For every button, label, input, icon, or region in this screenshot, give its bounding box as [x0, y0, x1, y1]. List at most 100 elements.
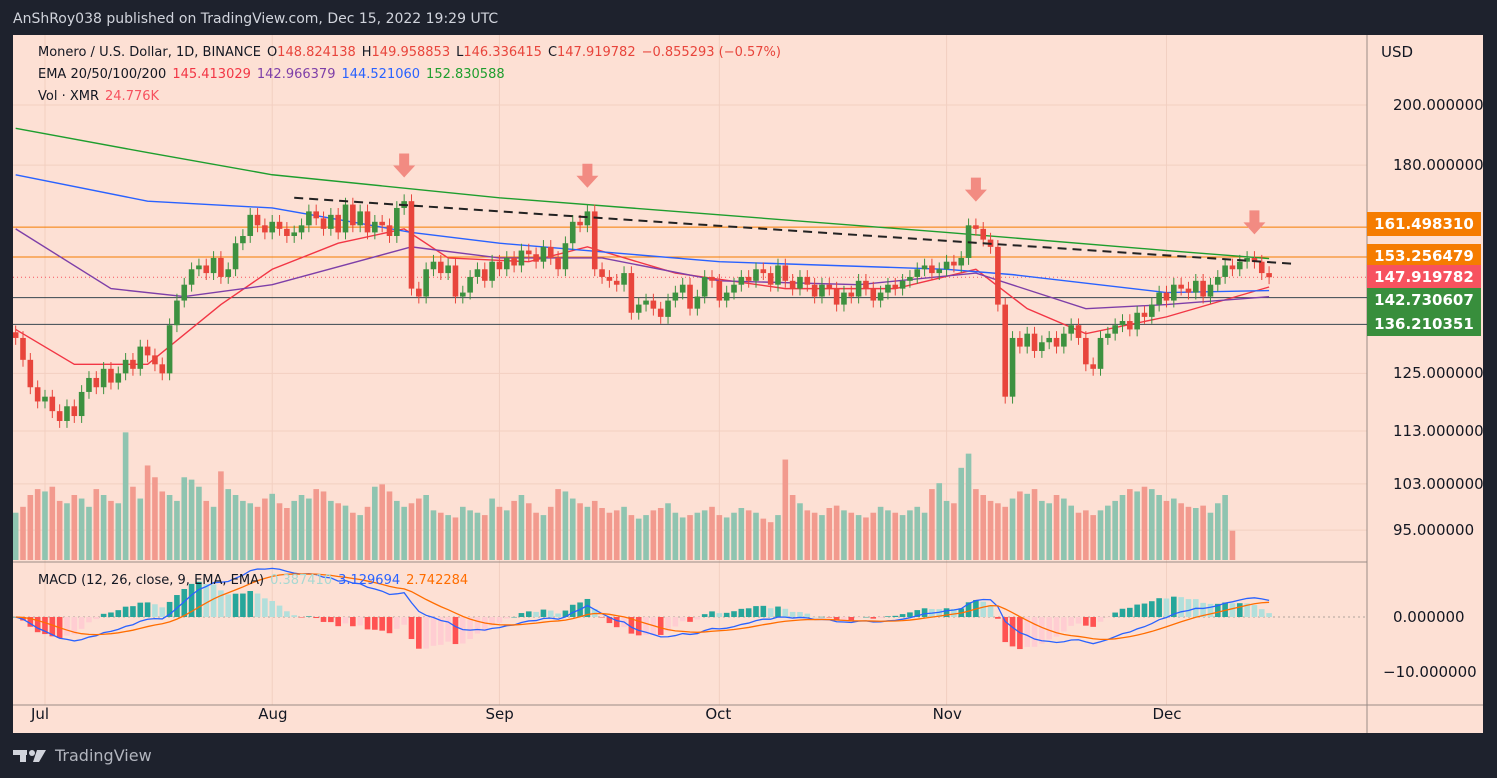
macd-signal-value: 2.742284: [406, 573, 469, 588]
candle: [130, 359, 136, 369]
macd-histogram-bar: [335, 617, 341, 627]
volume-bar: [262, 498, 268, 560]
volume-bar: [1192, 508, 1199, 560]
volume-bar: [870, 512, 877, 560]
volume-bar: [973, 489, 979, 560]
macd-histogram-bar: [826, 617, 833, 618]
tradingview-brand[interactable]: TradingView: [13, 746, 152, 765]
candle: [833, 288, 840, 305]
volume-bar: [687, 515, 693, 560]
volume-bar: [408, 503, 415, 560]
volume-bar: [1068, 505, 1074, 560]
candle: [1031, 333, 1038, 351]
macd-histogram-bar: [1163, 598, 1170, 617]
volume-bar: [701, 510, 708, 560]
macd-histogram-bar: [885, 616, 891, 617]
macd-histogram-bar: [701, 614, 708, 617]
volume-legend: Vol · XMR 24.776K: [38, 89, 165, 104]
candle: [481, 269, 488, 281]
macd-histogram-bar: [804, 613, 811, 617]
macd-histogram-bar: [1068, 617, 1074, 626]
candle: [159, 364, 166, 374]
macd-histogram-bar: [899, 614, 906, 617]
candle: [430, 261, 437, 270]
candle: [848, 292, 855, 297]
candle: [1214, 276, 1221, 285]
macd-histogram-bar: [276, 605, 283, 617]
candle: [540, 246, 547, 262]
macd-histogram-bar: [298, 617, 305, 618]
macd-tick-label: 0.000000: [1393, 608, 1465, 626]
macd-histogram-bar: [811, 616, 818, 618]
candle: [196, 265, 202, 270]
volume-bar: [1075, 512, 1082, 560]
candle: [951, 261, 957, 266]
volume-label[interactable]: Vol · XMR: [38, 89, 100, 104]
candle: [247, 214, 254, 236]
chart-frame[interactable]: Monero / U.S. Dollar, 1D, BINANCE O148.82…: [13, 35, 1484, 733]
candle: [628, 273, 635, 313]
macd-histogram-bar: [27, 617, 34, 627]
ema200-value: 152.830588: [426, 67, 505, 82]
ema-legend: EMA 20/50/100/200 145.413029 142.966379 144…: [38, 67, 511, 82]
macd-histogram-bar: [401, 617, 407, 625]
ema-label[interactable]: EMA 20/50/100/200: [38, 67, 167, 82]
candle: [1236, 261, 1243, 270]
candle: [1002, 304, 1009, 397]
volume-bar: [115, 503, 122, 560]
time-tick-label: Oct: [705, 705, 732, 723]
candle: [555, 257, 561, 270]
candle: [1024, 333, 1031, 347]
volume-bar: [416, 498, 422, 560]
volume-bar: [892, 512, 899, 560]
candle: [27, 359, 34, 388]
macd-histogram-bar: [767, 608, 774, 617]
volume-bar: [672, 512, 679, 560]
macd-histogram-bar: [599, 617, 605, 618]
trendline: [294, 196, 1292, 265]
macd-histogram-bar: [42, 617, 48, 635]
volume-bar: [1171, 498, 1177, 560]
candle: [591, 211, 598, 270]
macd-histogram-bar: [731, 611, 737, 617]
volume-bar: [481, 515, 488, 560]
candle: [298, 225, 305, 233]
volume-bar: [1207, 512, 1214, 560]
volume-bar: [555, 489, 561, 560]
candle: [276, 221, 283, 229]
candle: [533, 254, 539, 262]
candle: [210, 257, 217, 274]
volume-bar: [863, 517, 869, 560]
macd-histogram-bar: [1171, 596, 1177, 617]
macd-histogram-bar: [665, 617, 671, 632]
chart-canvas[interactable]: [13, 35, 1483, 733]
volume-bar: [995, 503, 1001, 560]
candle: [240, 235, 246, 244]
down-arrow-icon: [576, 163, 599, 188]
candle: [269, 221, 276, 233]
volume-bar: [247, 503, 254, 560]
volume-bar: [1214, 503, 1221, 560]
macd-histogram-bar: [210, 584, 217, 617]
candle: [1039, 342, 1045, 351]
candle: [71, 406, 78, 417]
open-value: 148.824138: [277, 45, 356, 60]
candle: [423, 269, 429, 297]
ema100-value: 144.521060: [341, 67, 421, 82]
volume-bar: [159, 491, 166, 560]
macd-label[interactable]: MACD (12, 26, close, 9, EMA, EMA): [38, 573, 265, 588]
volume-bar: [745, 510, 752, 560]
macd-histogram-bar: [489, 617, 495, 626]
macd-histogram-bar: [218, 590, 224, 617]
ema100-line: [15, 174, 1270, 294]
candle: [797, 276, 803, 289]
volume-bar: [240, 500, 246, 560]
macd-histogram-bar: [1083, 617, 1089, 626]
high-label: H: [361, 45, 372, 60]
macd-histogram-bar: [980, 601, 987, 617]
macd-histogram-bar: [496, 617, 503, 623]
macd-histogram-bar: [34, 617, 41, 633]
volume-bar: [269, 493, 276, 560]
symbol-name[interactable]: Monero / U.S. Dollar, 1D, BINANCE: [38, 45, 261, 60]
macd-histogram-bar: [775, 606, 781, 617]
